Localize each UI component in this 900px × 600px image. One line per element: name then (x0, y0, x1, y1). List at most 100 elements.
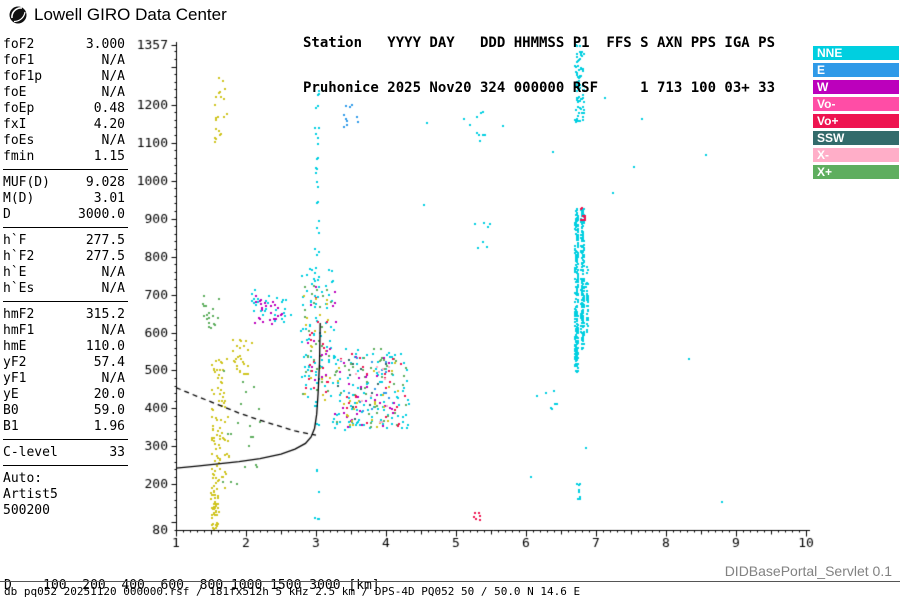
param-row: M(D) 3.01 (3, 191, 125, 207)
param-value: 20.0 (93, 387, 125, 402)
param-label: hmE (3, 339, 27, 354)
param-row: C-level 33 (3, 445, 125, 461)
param-group-divider (3, 301, 128, 302)
param-label: MUF(D) (3, 175, 50, 190)
status-line: db pq052 20251120 000000.rsf / 181fx512h… (0, 581, 900, 598)
legend-item-vo-plus: Vo+ (813, 114, 899, 128)
legend-item-x-plus: X+ (813, 165, 899, 179)
param-value: N/A (101, 53, 125, 68)
auto-scaler-line: 500200 (3, 503, 50, 518)
param-row: foF2 3.000 (3, 37, 125, 53)
param-label: foF2 (3, 37, 35, 52)
echo-legend: NNE E W Vo- Vo+ SSW X- X+ (813, 46, 899, 182)
param-row: fxI 4.20 (3, 117, 125, 133)
legend-item-nne: NNE (813, 46, 899, 60)
param-row: B1 1.96 (3, 419, 125, 435)
param-row: MUF(D) 9.028 (3, 175, 125, 191)
param-value: 57.4 (93, 355, 125, 370)
param-row: foF1 N/A (3, 53, 125, 69)
param-label: yF2 (3, 355, 27, 370)
param-label: B1 (3, 419, 19, 434)
param-label: hmF2 (3, 307, 35, 322)
param-row: h`F2 277.5 (3, 249, 125, 265)
param-row: hmE 110.0 (3, 339, 125, 355)
param-value: N/A (101, 323, 125, 338)
param-value: 4.20 (93, 117, 125, 132)
legend-item-ssw: SSW (813, 131, 899, 145)
param-value: N/A (101, 133, 125, 148)
param-label: h`F2 (3, 249, 35, 264)
param-row: D 3000.0 (3, 207, 125, 223)
param-value: 9.028 (85, 175, 125, 190)
param-value: 3000.0 (78, 207, 125, 222)
param-row: fmin 1.15 (3, 149, 125, 165)
param-value: N/A (101, 265, 125, 280)
param-value: N/A (101, 85, 125, 100)
param-label: foF1p (3, 69, 43, 84)
param-group-divider (3, 439, 128, 440)
brand-title: Lowell GIRO Data Center (34, 5, 227, 24)
param-label: C-level (3, 445, 58, 460)
param-value: 1.15 (93, 149, 125, 164)
param-value: N/A (101, 281, 125, 296)
param-label: foF1 (3, 53, 35, 68)
param-label: fxI (3, 117, 27, 132)
auto-scaler-line: Auto: (3, 471, 43, 486)
param-value: 277.5 (85, 233, 125, 248)
param-row: hmF1 N/A (3, 323, 125, 339)
param-label: M(D) (3, 191, 35, 206)
param-row: yE 20.0 (3, 387, 125, 403)
param-label: h`E (3, 265, 27, 280)
param-value: 3.000 (85, 37, 125, 52)
legend-item-w: W (813, 80, 899, 94)
param-value: N/A (101, 69, 125, 84)
param-row: hmF2 315.2 (3, 307, 125, 323)
param-row: B0 59.0 (3, 403, 125, 419)
brand: Lowell GIRO Data Center (8, 5, 227, 25)
param-row: foE N/A (3, 85, 125, 101)
param-value: 0.48 (93, 101, 125, 116)
auto-scaler-line: Artist5 (3, 487, 58, 502)
header-metadata: Station YYYY DAY DDD HHMMSS P1 FFS S AXN… (303, 6, 775, 111)
legend-item-vo-minus: Vo- (813, 97, 899, 111)
param-group-divider (3, 227, 128, 228)
header-values-line: Pruhonice 2025 Nov20 324 000000 RSF 1 71… (303, 80, 776, 96)
param-label: yE (3, 387, 19, 402)
param-row: h`E N/A (3, 265, 125, 281)
param-label: h`Es (3, 281, 35, 296)
param-row: yF1 N/A (3, 371, 125, 387)
dmuf-d-row: D 100 200 400 600 800 1000 1500 3000 [km… (4, 578, 380, 593)
parameter-panel: foF2 3.000 foF1 N/A foF1p N/A foE N/A foEp 0.48 fx… (3, 37, 128, 519)
param-row: foEp 0.48 (3, 101, 125, 117)
param-row: yF2 57.4 (3, 355, 125, 371)
legend-item-x-minus: X- (813, 148, 899, 162)
param-row: foEs N/A (3, 133, 125, 149)
param-label: foEs (3, 133, 35, 148)
param-row: foF1p N/A (3, 69, 125, 85)
param-label: fmin (3, 149, 35, 164)
param-label: hmF1 (3, 323, 35, 338)
servlet-version: DIDBasePortal_Servlet 0.1 (724, 563, 892, 579)
param-label: D (3, 207, 11, 222)
param-value: 3.01 (93, 191, 125, 206)
param-value: 110.0 (85, 339, 125, 354)
param-row: h`Es N/A (3, 281, 125, 297)
param-value: N/A (101, 371, 125, 386)
param-value: 59.0 (93, 403, 125, 418)
param-value: 315.2 (85, 307, 125, 322)
legend-item-e: E (813, 63, 899, 77)
param-row: h`F 277.5 (3, 233, 125, 249)
giro-globe-icon (8, 5, 28, 25)
param-value: 1.96 (93, 419, 125, 434)
header-template-line: Station YYYY DAY DDD HHMMSS P1 FFS S AXN… (303, 35, 776, 51)
param-label: foEp (3, 101, 35, 116)
param-value: 33 (109, 445, 125, 460)
param-group-divider (3, 465, 128, 466)
dmuf-table: D 100 200 400 600 800 1000 1500 3000 [km… (4, 551, 388, 600)
param-label: yF1 (3, 371, 27, 386)
param-value: 277.5 (85, 249, 125, 264)
param-label: B0 (3, 403, 19, 418)
param-label: h`F (3, 233, 27, 248)
